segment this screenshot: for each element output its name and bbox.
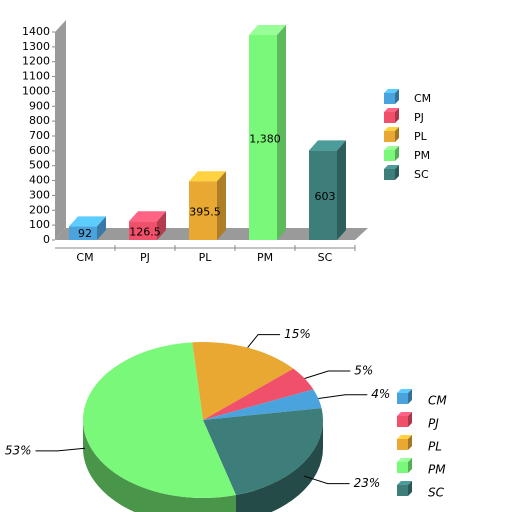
legend-swatch — [384, 150, 395, 161]
legend-swatch-top — [397, 389, 412, 393]
x-tick-label: PL — [199, 251, 213, 264]
x-tick-label: SC — [318, 251, 333, 264]
legend-swatch-side — [408, 412, 412, 427]
pie-slice — [203, 389, 322, 420]
legend-label: PL — [428, 440, 442, 454]
pie-side — [83, 420, 236, 512]
leader-line — [303, 475, 350, 485]
y-tick-label: 0 — [43, 233, 50, 246]
legend-swatch-top — [397, 458, 412, 462]
legend-swatch-side — [395, 127, 399, 142]
y-tick-label: 1000 — [22, 84, 50, 97]
data-label: 603 — [315, 190, 336, 203]
legend-label: SC — [414, 168, 429, 181]
legend-swatch-side — [395, 108, 399, 123]
pie-slice — [203, 368, 314, 420]
data-label: 5% — [354, 364, 373, 378]
legend-swatch-side — [395, 146, 399, 161]
legend-swatch-top — [384, 127, 399, 131]
legend-swatch-top — [384, 89, 399, 93]
legend-label: PJ — [414, 111, 424, 124]
data-label: 1,380 — [249, 132, 281, 145]
data-label: 23% — [354, 476, 381, 490]
y-tick-label: 1300 — [22, 40, 50, 53]
bar — [189, 181, 217, 240]
x-tick-label: CM — [76, 251, 93, 264]
bar-top — [189, 171, 226, 182]
x-tick-label: PJ — [140, 251, 150, 264]
legend-label: SC — [428, 486, 445, 500]
x-tick-label: PM — [257, 251, 273, 264]
legend-swatch-side — [395, 165, 399, 180]
y-tick-label: 800 — [29, 114, 50, 127]
legend-swatch — [384, 112, 395, 123]
data-label: 126.5 — [129, 226, 161, 239]
legend-swatch-top — [384, 108, 399, 112]
legend-swatch-top — [397, 481, 412, 485]
legend-swatch-side — [408, 481, 412, 496]
bar — [129, 221, 157, 240]
pie-slice — [203, 408, 323, 495]
data-label: 395.5 — [189, 206, 221, 219]
data-label: 53% — [5, 443, 32, 457]
pie-side — [235, 420, 323, 512]
y-tick-label: 100 — [29, 218, 50, 231]
y-tick-label: 500 — [29, 159, 50, 172]
pie-slice — [192, 341, 294, 420]
y-tick-label: 300 — [29, 188, 50, 201]
leader-line — [247, 334, 281, 348]
bar-top — [129, 211, 166, 222]
legend-swatch-top — [384, 146, 399, 150]
data-label: 15% — [284, 327, 311, 341]
legend-swatch — [397, 393, 408, 404]
y-tick-label: 1200 — [22, 55, 50, 68]
y-tick-label: 400 — [29, 174, 50, 187]
bar-side — [217, 171, 226, 240]
leader-line — [318, 394, 368, 400]
legend-label: CM — [428, 394, 447, 408]
y-tick-label: 200 — [29, 203, 50, 216]
data-label: 92 — [78, 227, 92, 240]
legend-swatch — [384, 169, 395, 180]
pie-slice — [83, 342, 236, 498]
bar-side — [337, 140, 346, 240]
legend-label: PM — [428, 463, 446, 477]
bar — [69, 226, 97, 240]
legend-swatch — [384, 93, 395, 104]
legend-label: PJ — [428, 417, 439, 431]
y-tick-label: 700 — [29, 129, 50, 142]
bar-side — [97, 216, 106, 240]
bar-side — [277, 24, 286, 240]
legend-label: CM — [414, 92, 431, 105]
legend-swatch-side — [408, 389, 412, 404]
legend-swatch — [397, 439, 408, 450]
bar-top — [309, 140, 346, 151]
left-wall — [55, 20, 66, 240]
bar — [309, 150, 337, 240]
y-tick-label: 600 — [29, 144, 50, 157]
bar — [249, 34, 277, 240]
leader-line — [35, 447, 86, 452]
legend-swatch-side — [408, 435, 412, 450]
legend-swatch-side — [395, 89, 399, 104]
legend-label: PM — [414, 149, 430, 162]
leader-line — [304, 370, 351, 379]
legend-swatch — [384, 131, 395, 142]
bar-side — [157, 211, 166, 240]
legend-swatch — [397, 462, 408, 473]
y-tick-label: 900 — [29, 99, 50, 112]
legend-label: PL — [414, 130, 428, 143]
data-label: 4% — [371, 387, 390, 401]
bar-top — [249, 24, 286, 35]
y-tick-label: 1400 — [22, 25, 50, 38]
legend-swatch — [397, 416, 408, 427]
legend-swatch — [397, 485, 408, 496]
bar-top — [69, 216, 106, 227]
y-tick-label: 1100 — [22, 70, 50, 83]
legend-swatch-top — [397, 435, 412, 439]
legend-swatch-top — [384, 165, 399, 169]
legend-swatch-side — [408, 458, 412, 473]
legend-swatch-top — [397, 412, 412, 416]
